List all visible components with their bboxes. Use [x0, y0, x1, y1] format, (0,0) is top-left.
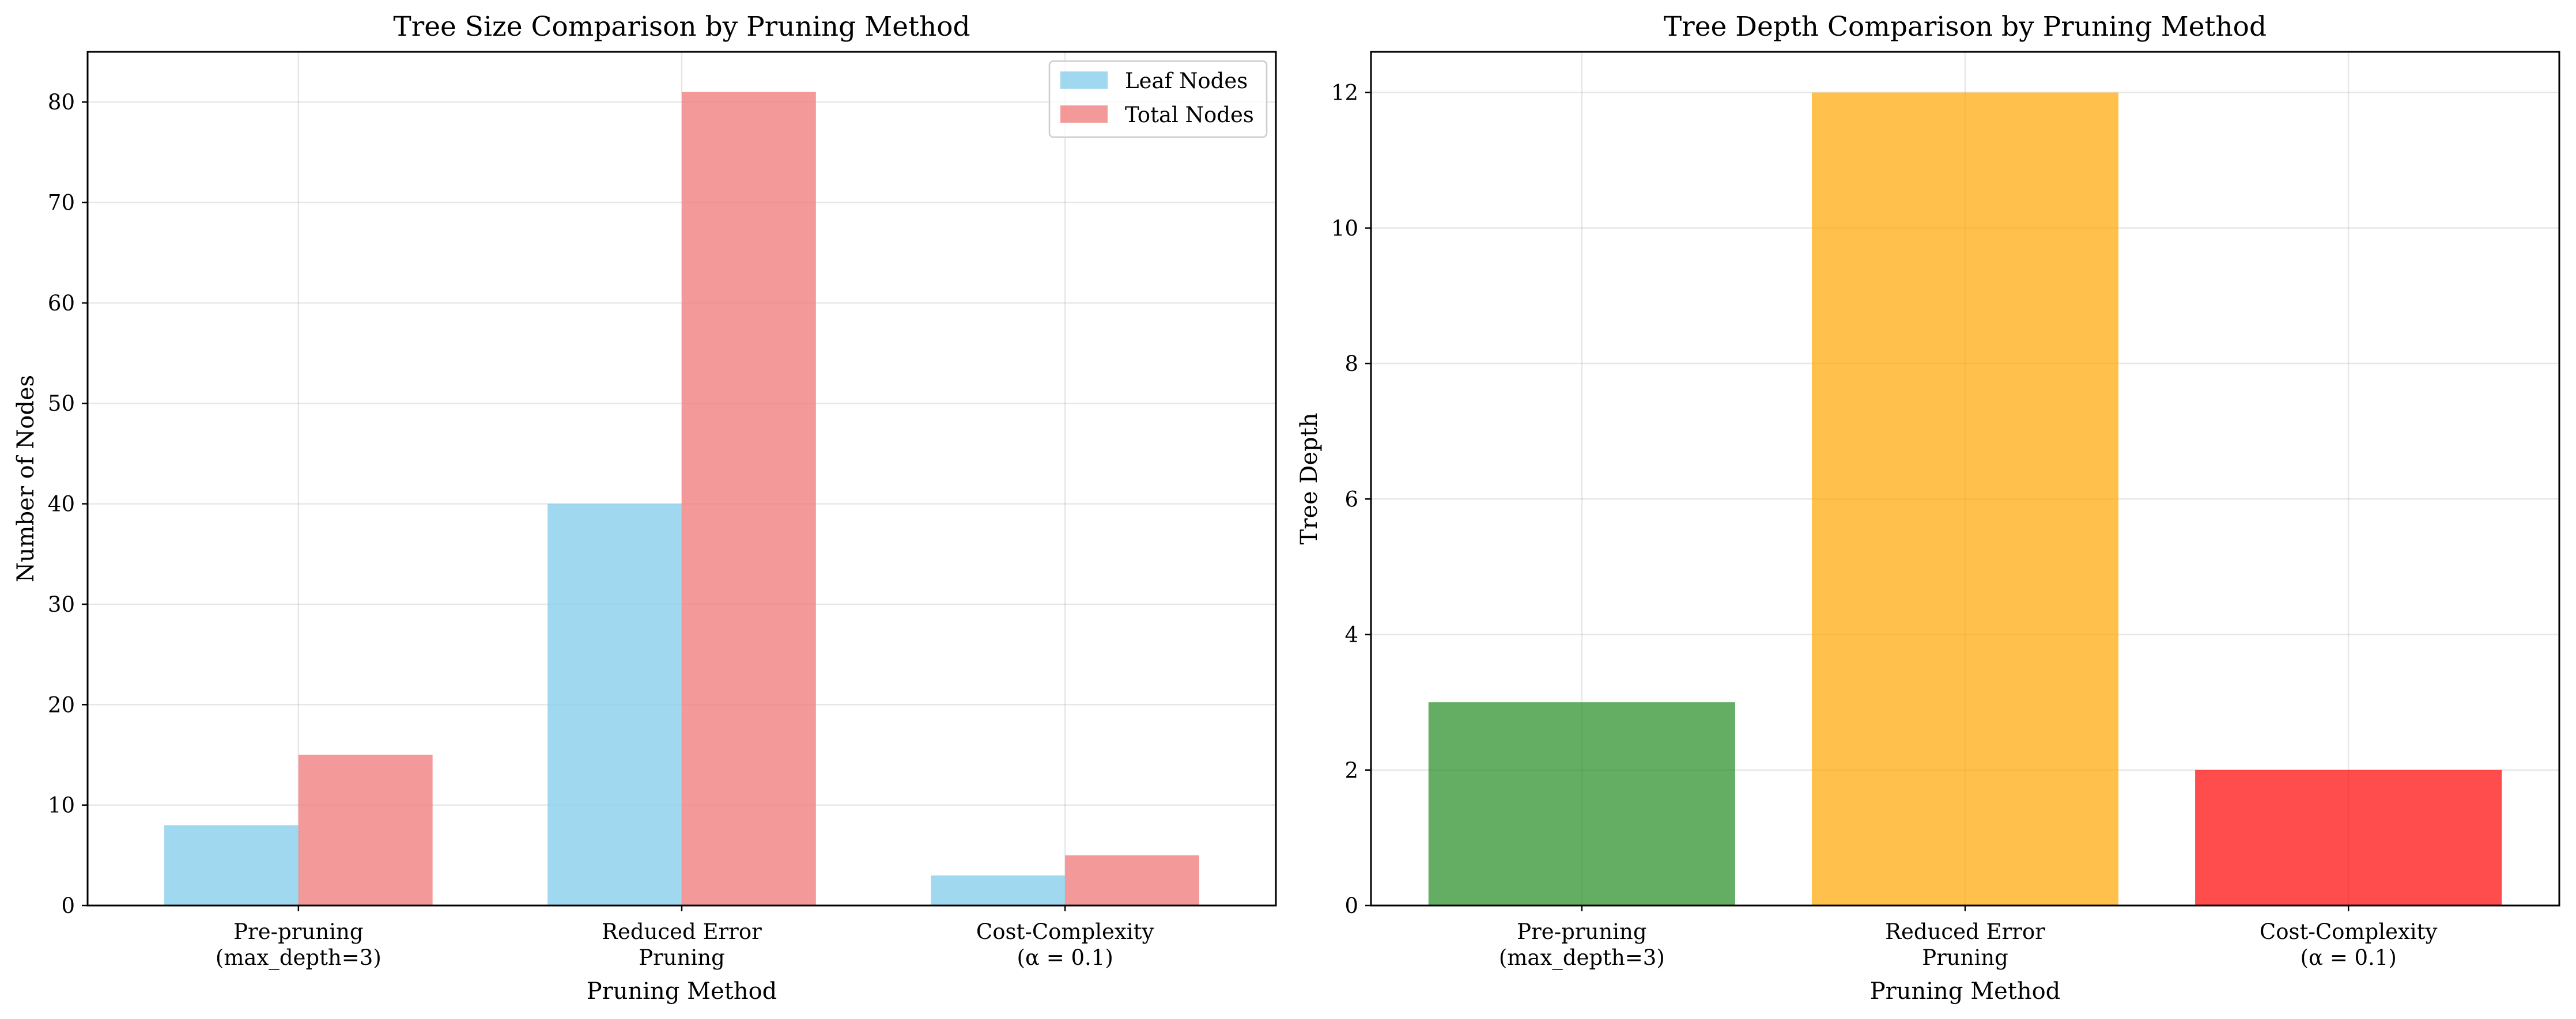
- x-tick-label-line: (max_depth=3): [1499, 945, 1665, 971]
- x-tick-label-cost-complexity: Cost-Complexity (α = 0.1): [2260, 919, 2438, 970]
- x-tick-label-line: Pre-pruning: [233, 919, 363, 944]
- bar-leaf-nodes-cost-complexity: [931, 875, 1066, 906]
- y-tick-label: 12: [1331, 81, 1358, 105]
- bar-total-nodes-cost-complexity: [1065, 855, 1199, 906]
- tree-size-chart-title: Tree Size Comparison by Pruning Method: [393, 11, 970, 43]
- x-tick-label-line: Cost-Complexity: [976, 919, 1154, 944]
- bar-cost-complexity: [2195, 770, 2502, 906]
- legend-label-leaf-nodes: Leaf Nodes: [1125, 69, 1248, 93]
- x-tick-label-reduced-error: Reduced Error Pruning: [1885, 919, 2045, 970]
- x-tick-label-reduced-error: Reduced Error Pruning: [602, 919, 762, 970]
- legend-label-total-nodes: Total Nodes: [1125, 103, 1254, 127]
- y-tick-label: 8: [1344, 351, 1358, 376]
- bar-pre-pruning: [1428, 702, 1735, 906]
- tree-size-x-ticks: Pre-pruning (max_depth=3) Reduced Error Pru…: [216, 906, 1154, 971]
- x-tick-label-line: Cost-Complexity: [2260, 919, 2438, 944]
- x-tick-label-pre-pruning: Pre-pruning (max_depth=3): [1499, 919, 1665, 971]
- tree-size-y-axis-label: Number of Nodes: [13, 375, 39, 582]
- tree-size-bars: [164, 92, 1199, 906]
- x-tick-label-cost-complexity: Cost-Complexity (α = 0.1): [976, 919, 1154, 970]
- y-tick-label: 20: [48, 692, 75, 717]
- x-tick-label-line: (α = 0.1): [2301, 945, 2397, 970]
- bar-total-nodes-reduced-error: [682, 92, 816, 906]
- y-tick-label: 0: [61, 893, 75, 918]
- y-tick-label: 10: [1331, 216, 1358, 241]
- y-tick-label: 10: [48, 793, 75, 818]
- tree-size-chart: Tree Size Comparison by Pruning Method 0…: [13, 11, 1277, 1005]
- y-tick-label: 70: [48, 191, 75, 215]
- bar-reduced-error: [1811, 92, 2119, 906]
- legend-swatch-leaf-nodes: [1060, 71, 1108, 89]
- x-tick-label-line: Pruning: [1922, 945, 2008, 970]
- bar-total-nodes-pre-pruning: [298, 755, 433, 906]
- y-tick-label: 50: [48, 391, 75, 416]
- y-tick-label: 4: [1344, 623, 1358, 647]
- y-tick-label: 0: [1344, 893, 1358, 918]
- tree-depth-y-ticks: 0 2 4 6 8 10 12: [1331, 81, 1371, 918]
- x-tick-label-line: Reduced Error: [602, 919, 762, 944]
- tree-depth-x-axis-label: Pruning Method: [1870, 978, 2061, 1005]
- y-tick-label: 30: [48, 592, 75, 617]
- y-tick-label: 2: [1344, 758, 1358, 783]
- y-tick-label: 60: [48, 291, 75, 316]
- bar-leaf-nodes-pre-pruning: [164, 825, 299, 906]
- tree-depth-y-axis-label: Tree Depth: [1296, 412, 1323, 544]
- x-tick-label-line: Pruning: [639, 945, 725, 970]
- tree-size-x-axis-label: Pruning Method: [587, 978, 777, 1005]
- x-tick-label-pre-pruning: Pre-pruning (max_depth=3): [216, 919, 382, 971]
- x-tick-label-line: Pre-pruning: [1517, 919, 1646, 944]
- y-tick-label: 40: [48, 492, 75, 517]
- x-tick-label-line: (max_depth=3): [216, 945, 382, 971]
- tree-depth-chart-title: Tree Depth Comparison by Pruning Method: [1664, 11, 2267, 43]
- tree-depth-chart: Tree Depth Comparison by Pruning Method …: [1296, 11, 2560, 1005]
- tree-size-legend: Leaf Nodes Total Nodes: [1048, 60, 1268, 138]
- bar-leaf-nodes-reduced-error: [547, 503, 682, 906]
- legend-swatch-total-nodes: [1060, 105, 1108, 123]
- tree-depth-bars: [1428, 92, 2502, 906]
- x-tick-label-line: Reduced Error: [1885, 919, 2045, 944]
- y-tick-label: 80: [48, 90, 75, 115]
- tree-size-y-ticks: 0 10 20 30 40 50 60 70 80: [48, 90, 88, 918]
- y-tick-label: 6: [1344, 487, 1358, 512]
- tree-depth-x-ticks: Pre-pruning (max_depth=3) Reduced Error Pru…: [1499, 906, 2438, 971]
- x-tick-label-line: (α = 0.1): [1017, 945, 1113, 970]
